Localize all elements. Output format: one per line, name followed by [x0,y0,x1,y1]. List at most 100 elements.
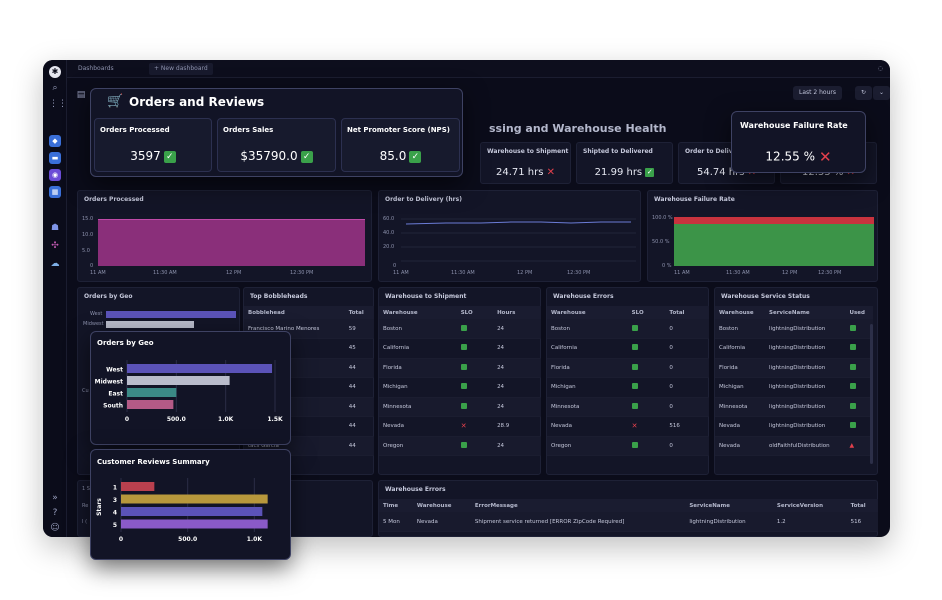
order-to-delivery-chart: Order to Delivery (hrs) 60.0 40.0 20.0 0… [378,190,641,282]
refresh-button[interactable]: ↻ [855,86,873,100]
kpi-orders-sales[interactable]: Orders Sales $35790.0 ✓ [217,118,336,172]
used-ok-icon [845,416,873,437]
app-icon-6[interactable]: ✣ [51,241,59,251]
table-row[interactable]: Minnesota lightningDistribution [715,397,873,417]
help-icon[interactable]: ? [52,508,58,518]
failure-rate-overlay[interactable]: Warehouse Failure Rate 12.55 % ✕ [731,111,866,173]
tab-new-dashboard[interactable]: + New dashboard [149,63,213,75]
table-row[interactable]: Boston 0 [547,319,709,339]
check-icon: ✓ [300,150,313,163]
bar-south[interactable] [127,400,174,409]
table-row[interactable]: Florida 0 [547,358,709,378]
settings-icon[interactable]: ◌ [877,65,883,72]
cell: Boston [715,319,766,339]
logo-icon[interactable]: ✱ [49,66,61,78]
x-tick-label: 0 [125,416,129,423]
scrollbar[interactable] [870,324,873,464]
kpi-orders-processed[interactable]: Orders Processed 3597 ✓ [94,118,212,172]
expand-icon[interactable]: » [52,493,58,503]
cell: lightningDistribution [765,377,846,398]
col-header: SLO [627,306,666,319]
cell: 24 [493,319,541,339]
app-icon-5[interactable]: ☗ [50,223,60,233]
table-row[interactable]: Minnesota 0 [547,397,709,417]
warehouse-to-shipment-table: Warehouse to Shipment Warehouse SLO Hours … [378,287,541,475]
bar-5[interactable] [121,519,268,529]
cell: 45 [344,338,374,359]
dashboard-title: ssing and Warehouse Health [489,122,667,135]
table-row[interactable]: California 24 [379,338,541,359]
service-status-table: Warehouse ServiceName Used Boston lightning… [715,306,873,456]
timeframe-selector[interactable]: Last 2 hours [793,86,842,100]
table-row[interactable]: California lightningDistribution [715,338,873,359]
layout-icon[interactable]: ▤ [76,90,86,100]
x-tick: 11 AM [393,270,409,276]
kpi-value: 3597 ✓ [95,149,211,163]
app-icon-4[interactable]: ▦ [49,186,61,198]
kpi-value: $35790.0 ✓ [218,149,335,163]
cell: 0 [665,397,709,417]
table-row[interactable]: Oregon 24 [379,436,541,456]
apps-grid-icon[interactable]: ⋮⋮ [49,99,67,109]
col-header: ServiceName [685,499,773,512]
table-title: Warehouse to Shipment [385,293,467,300]
bar-3[interactable] [121,494,268,504]
x-tick-label: 0 [119,536,123,543]
table-row[interactable]: Nevada oldFaithfulDistribution ▲ [715,436,873,456]
cell: 0 [665,358,709,378]
table-row[interactable]: 5 Mon Nevada Shipment service returned [… [379,512,878,532]
kpi-nps[interactable]: Net Promoter Score (NPS) 85.0 ✓ [341,118,460,172]
table-row[interactable]: Michigan lightningDistribution [715,377,873,398]
warehouse-service-status-table: Warehouse Service Status Warehouse Servic… [714,287,878,475]
bar-midwest[interactable] [127,376,230,385]
cell: 0 [665,338,709,359]
cell: Minnesota [715,397,766,417]
bg-label: Re [82,503,89,509]
col-header: Warehouse [379,306,457,319]
table-row[interactable]: Michigan 0 [547,377,709,398]
table-row[interactable]: Florida 24 [379,358,541,378]
cell: 44 [344,377,374,398]
table-row[interactable]: Nevada lightningDistribution [715,416,873,437]
table-row[interactable]: California 0 [547,338,709,359]
app-icon-3[interactable]: ◉ [49,169,61,181]
table-row[interactable]: Boston lightningDistribution [715,319,873,339]
bar-1[interactable] [121,482,155,491]
y-tick: 0 % [662,263,672,269]
app-icon-2[interactable]: ▬ [49,152,61,164]
table-row[interactable]: Minnesota 24 [379,397,541,417]
slo-ok-icon [456,377,494,398]
y-tick: 20.0 [383,244,395,250]
slo-ok-icon [627,358,666,378]
cell: California [379,338,457,359]
category-label: Midwest [95,379,124,386]
app-icon-1[interactable]: ◆ [49,135,61,147]
fail-icon: ✕ [819,148,832,166]
table-row[interactable]: Nevada ✕ 28.9 [379,416,541,437]
y-axis-label: Stars [96,498,103,516]
bar-west[interactable] [127,364,273,373]
used-ok-icon [845,358,873,378]
table-row[interactable]: Boston 24 [379,319,541,339]
search-icon[interactable]: ⌕ [52,83,58,93]
y-tick: 100.0 % [652,215,673,221]
bar-4[interactable] [121,507,263,516]
tab-dashboards[interactable]: Dashboards [78,65,114,72]
x-tick: 11:30 AM [726,270,750,276]
kpi-label: Warehouse to Shipment [487,148,569,155]
slo-ok-icon [456,338,494,359]
table-row[interactable]: Nevada ✕ 516 [547,416,709,437]
cell: Nevada [547,416,628,437]
bar-east[interactable] [127,388,177,397]
category-label: 5 [113,522,117,529]
errors-log-table: Time Warehouse ErrorMessage ServiceName … [379,499,878,532]
table-row[interactable]: Oregon 0 [547,436,709,456]
table-row[interactable]: Florida lightningDistribution [715,358,873,378]
slo-ok-icon [627,377,666,398]
cell: lightningDistribution [765,319,846,339]
user-icon[interactable]: ☺ [50,523,60,533]
cloud-icon[interactable]: ☁ [50,259,60,269]
more-button[interactable]: ⌄ [873,86,890,100]
table-row[interactable]: Michigan 24 [379,377,541,398]
cell: 24 [493,397,541,417]
